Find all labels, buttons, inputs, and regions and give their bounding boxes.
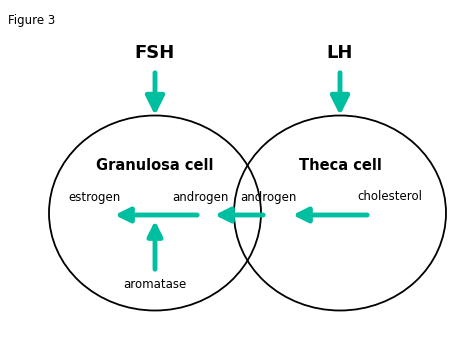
Text: estrogen: estrogen — [69, 190, 121, 204]
Text: LH: LH — [326, 44, 353, 62]
Text: cholesterol: cholesterol — [357, 190, 421, 204]
Text: FSH: FSH — [134, 44, 175, 62]
Text: androgen: androgen — [239, 190, 296, 204]
Text: aromatase: aromatase — [123, 278, 186, 291]
Text: Figure 3: Figure 3 — [8, 14, 55, 27]
Text: androgen: androgen — [172, 190, 228, 204]
Text: Theca cell: Theca cell — [298, 158, 381, 172]
Text: Granulosa cell: Granulosa cell — [96, 158, 213, 172]
